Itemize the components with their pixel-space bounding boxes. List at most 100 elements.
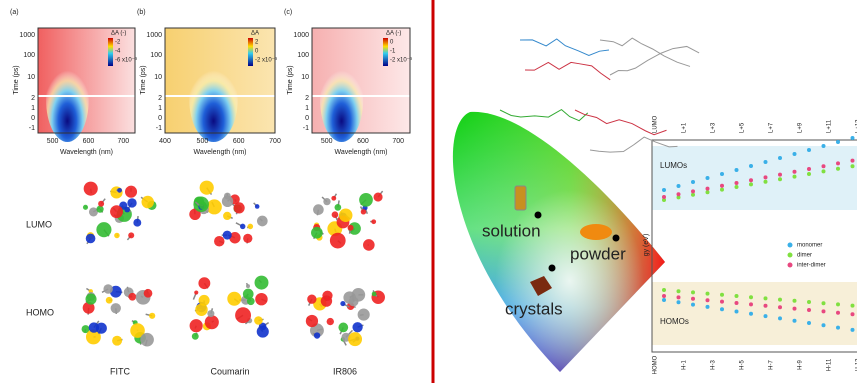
orbital — [314, 332, 320, 338]
colorbar-tick: -2 — [115, 40, 121, 46]
y-tick-label: 0 — [31, 115, 35, 122]
level — [822, 309, 826, 313]
level — [720, 293, 724, 297]
level — [793, 299, 797, 303]
heatmap-signal — [46, 58, 89, 142]
level — [807, 321, 811, 325]
y-tick-label: 2 — [305, 95, 309, 102]
bottom-tick-label: H-5 — [740, 360, 746, 370]
y-tick-label: 1000 — [293, 32, 309, 39]
level — [822, 323, 826, 327]
orbital — [207, 199, 222, 214]
row-label: LUMO — [26, 219, 52, 229]
y-tick-label: 2 — [158, 95, 162, 102]
orbital — [331, 196, 336, 201]
bottom-tick-label: H-3 — [711, 360, 717, 370]
orbital — [243, 289, 254, 300]
structure — [520, 39, 609, 55]
level — [778, 305, 782, 309]
level — [836, 161, 840, 165]
level — [677, 300, 681, 304]
orbital — [311, 227, 323, 239]
right-panel: solution powder crystals LUMOs HOMOs gy … — [453, 38, 857, 374]
legend-swatch — [788, 263, 793, 268]
level — [662, 288, 666, 292]
orbital — [223, 231, 232, 240]
orbital — [198, 277, 210, 289]
x-tick-label: 600 — [233, 138, 245, 145]
heatmap-signal — [320, 58, 363, 142]
orbital — [83, 205, 88, 210]
cie-white — [453, 112, 665, 372]
orbital — [334, 204, 341, 211]
level — [793, 152, 797, 156]
colorbar-tick: -1 — [390, 49, 396, 55]
level — [677, 184, 681, 188]
orbital — [240, 224, 245, 229]
level — [749, 312, 753, 316]
point — [613, 235, 620, 242]
orbital — [106, 297, 113, 304]
level — [735, 185, 739, 189]
level — [720, 188, 724, 192]
molecule-name: Coumarin — [210, 366, 249, 376]
y-tick-label: 1000 — [146, 32, 162, 39]
orbital — [255, 293, 267, 305]
level — [851, 304, 855, 308]
structure — [525, 62, 610, 79]
y-axis-label: gy (eV) — [643, 234, 650, 257]
x-tick-label: 600 — [83, 138, 95, 145]
y-tick-label: 0 — [158, 115, 162, 122]
orbital — [96, 206, 103, 213]
orbital — [103, 284, 112, 293]
level — [720, 184, 724, 188]
y-tick-label: 1000 — [19, 32, 35, 39]
orbital — [363, 239, 375, 251]
colorbar-tick: -6 x10⁻³ — [115, 58, 137, 64]
orbital — [141, 196, 153, 208]
row-label: HOMO — [26, 307, 54, 317]
orbital — [338, 323, 348, 333]
level — [851, 159, 855, 163]
level — [807, 167, 811, 171]
level — [764, 314, 768, 318]
x-tick-label: 700 — [118, 138, 130, 145]
level — [691, 297, 695, 301]
level — [764, 296, 768, 300]
panel-label: (b) — [137, 9, 146, 16]
orbital — [86, 234, 96, 244]
colorbar-title: ΔA — [251, 31, 259, 37]
y-axis-label: Time (ps) — [13, 65, 20, 94]
vial-icon — [515, 186, 526, 210]
level — [836, 326, 840, 330]
colorbar — [383, 38, 388, 66]
orbital — [307, 295, 316, 304]
level — [851, 164, 855, 168]
orbital — [255, 276, 269, 290]
level — [706, 187, 710, 191]
cie-label: crystals — [505, 299, 563, 318]
orbital — [306, 315, 318, 327]
level — [691, 303, 695, 307]
orbital — [117, 188, 122, 193]
orbital — [110, 186, 122, 198]
x-tick-label: 700 — [392, 138, 404, 145]
colorbar-title: ΔA (-) — [111, 31, 126, 37]
y-axis-label: Time (ps) — [287, 65, 294, 94]
level — [778, 156, 782, 160]
orbital — [192, 333, 199, 340]
x-axis-label: Wavelength (nm) — [193, 149, 246, 156]
orbital — [243, 234, 252, 243]
orbital — [349, 297, 359, 307]
level — [807, 300, 811, 304]
level — [836, 167, 840, 171]
level — [691, 290, 695, 294]
level — [677, 289, 681, 293]
band-label: LUMOs — [660, 161, 687, 170]
level — [735, 168, 739, 172]
cie-label: solution — [482, 221, 541, 240]
powder-icon — [580, 224, 612, 240]
orbital — [111, 303, 121, 313]
homo-band — [652, 282, 857, 345]
orbital — [327, 318, 334, 325]
